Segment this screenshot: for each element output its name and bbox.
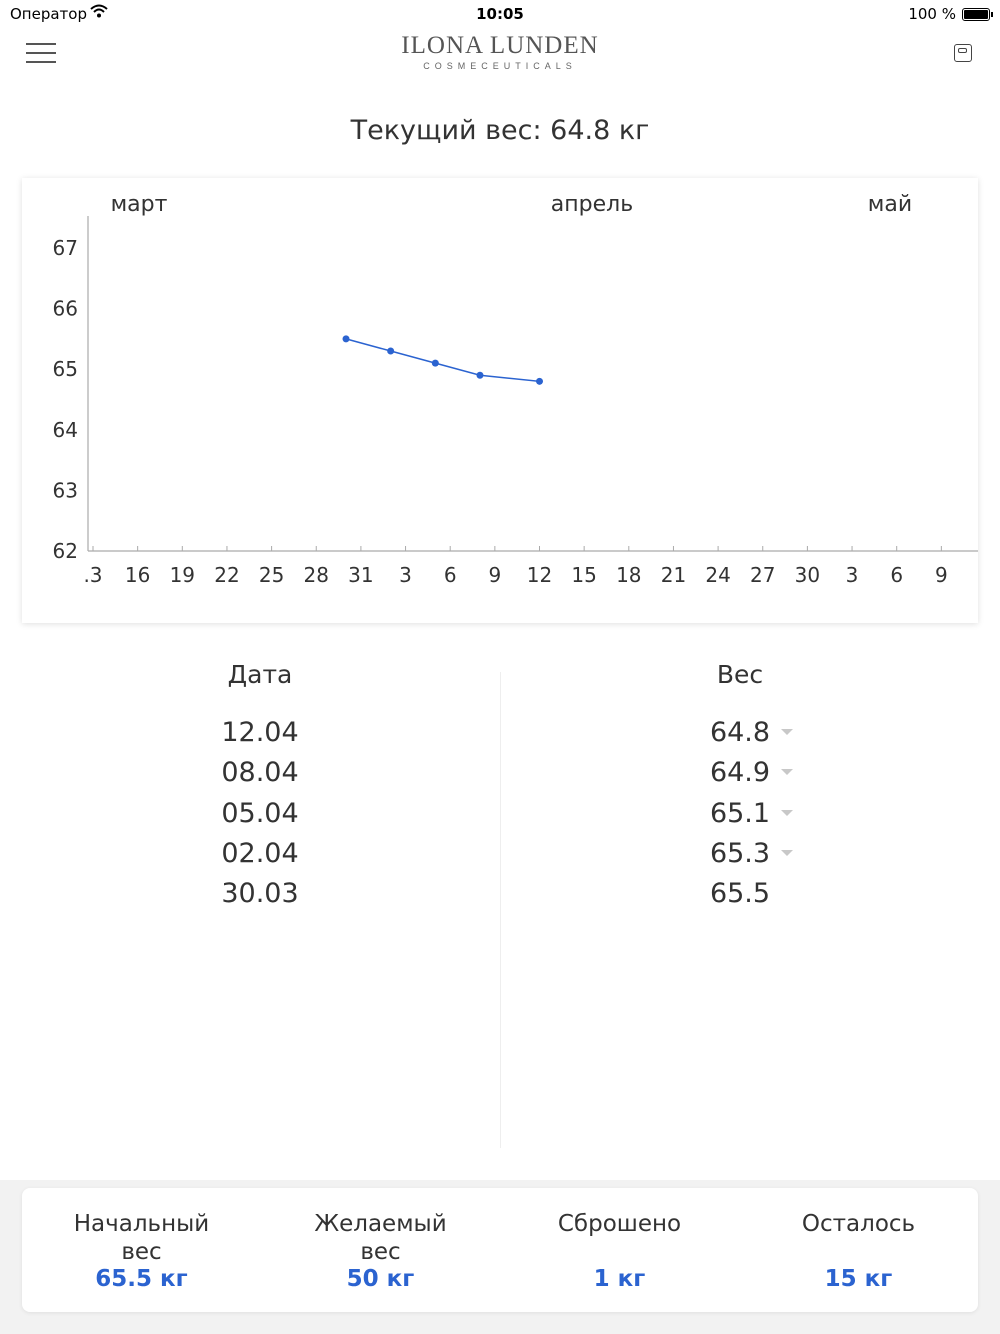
target-weight-value: 50 кг (346, 1266, 415, 1292)
start-weight-label-1: Начальный (73, 1211, 210, 1237)
current-weight: Текущий вес: 64.8 кг (350, 115, 650, 146)
table-row-date: 30.03 (221, 878, 299, 910)
start-weight-value: 65.5 кг (95, 1266, 188, 1292)
target-weight-label-1: Желаемый (314, 1211, 447, 1237)
summary-panel: Начальный вес 65.5 кг Желаемый вес 50 кг… (22, 1188, 978, 1312)
trend-down-icon (781, 849, 793, 856)
y-tick-label: 66 (53, 297, 78, 321)
x-tick-label: 30 (795, 563, 820, 587)
x-tick-label: 28 (304, 563, 329, 587)
y-tick-label: 67 (53, 236, 78, 260)
menu-icon[interactable] (26, 43, 56, 65)
y-tick-label: 65 (53, 357, 78, 381)
x-tick-label: 6 (890, 563, 903, 587)
y-tick-label: 64 (53, 418, 78, 442)
trend-down-icon (781, 809, 793, 816)
table-row-date: 02.04 (221, 837, 299, 869)
lost-weight-stat: Сброшено 1 кг (500, 1210, 739, 1292)
month-label: май (868, 192, 912, 217)
x-tick-label: 24 (705, 563, 730, 587)
table-row-weight: 64.9 (709, 757, 771, 789)
table-row-weight: 64.8 (709, 717, 771, 748)
start-weight-label-2: вес (121, 1239, 162, 1265)
month-label: март (111, 192, 168, 217)
status-bar: Оператор 10:05 100 % (0, 0, 1000, 28)
target-weight-label-2: вес (360, 1239, 401, 1265)
weight-chart: 62 63 64 65 66 67.3 16 19 22 25 28 31 3 6 9 12 15 18 21 24 2… (22, 178, 978, 623)
x-tick-label: 3 (846, 563, 859, 587)
data-point (342, 335, 350, 343)
month-label: апрель (551, 192, 633, 217)
remaining-weight-label: Осталось (801, 1211, 916, 1237)
brand-logo: ILONA LUNDEN COSMECEUTICALS (0, 32, 1000, 71)
y-tick-label: 62 (53, 539, 78, 563)
x-tick-label: 27 (750, 563, 775, 587)
date-column-header: Дата (227, 660, 293, 689)
battery-icon (962, 8, 993, 21)
trend-down-icon (781, 729, 793, 735)
table-divider (500, 672, 501, 1148)
battery-percent: 100 % (908, 5, 956, 23)
table-row-weight: 65.5 (709, 878, 771, 910)
x-tick-label: 9 (488, 563, 501, 587)
brand-subtitle: COSMECEUTICALS (423, 61, 577, 71)
clock: 10:05 (476, 5, 524, 23)
lost-weight-value: 1 кг (593, 1266, 646, 1292)
table-row-date: 12.04 (221, 717, 299, 748)
weight-column-header: Вес (716, 660, 764, 689)
weight-series-line (345, 338, 540, 383)
table-row-weight: 65.3 (709, 837, 771, 869)
table-row-date: 05.04 (221, 797, 299, 829)
x-tick-label: 31 (348, 563, 373, 587)
table-row-date: 08.04 (221, 757, 299, 789)
carrier-label: Оператор (10, 5, 87, 23)
x-tick-label: 3 (399, 563, 412, 587)
data-point (476, 371, 484, 379)
x-tick-label: 16 (125, 563, 150, 587)
data-point (387, 347, 395, 355)
x-tick-label: 9 (935, 563, 948, 587)
x-tick-label: .3 (83, 563, 102, 587)
data-point (431, 359, 439, 367)
x-tick-label: 21 (661, 563, 686, 587)
start-weight-stat: Начальный вес 65.5 кг (22, 1210, 261, 1292)
lost-weight-label: Сброшено (557, 1211, 682, 1237)
y-tick-label: 63 (53, 478, 78, 502)
remaining-weight-value: 15 кг (824, 1266, 893, 1292)
x-tick-label: 22 (214, 563, 239, 587)
x-tick-label: 6 (444, 563, 457, 587)
scale-icon[interactable] (954, 44, 972, 62)
brand-name: ILONA LUNDEN (401, 32, 599, 59)
x-tick-label: 15 (571, 563, 596, 587)
x-tick-label: 19 (170, 563, 195, 587)
trend-down-icon (781, 769, 793, 776)
x-tick-label: 25 (259, 563, 284, 587)
remaining-weight-stat: Осталось 15 кг (739, 1210, 978, 1292)
data-point (536, 377, 543, 385)
table-row-weight: 65.1 (709, 797, 771, 829)
wifi-icon (90, 4, 108, 22)
x-tick-label: 18 (616, 563, 641, 587)
target-weight-stat: Желаемый вес 50 кг (261, 1210, 500, 1292)
x-tick-label: 12 (527, 563, 552, 587)
